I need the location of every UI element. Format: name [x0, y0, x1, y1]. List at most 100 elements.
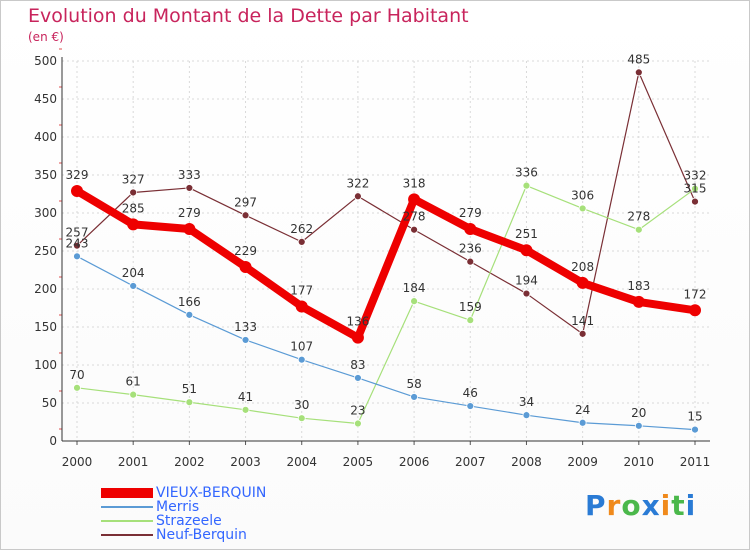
data-label: 20 — [631, 406, 646, 420]
logo-letter: i — [685, 489, 697, 522]
data-label: 70 — [69, 368, 84, 382]
data-point — [129, 188, 138, 197]
series-neuf-berquin — [73, 68, 699, 338]
data-label: 485 — [627, 52, 650, 66]
series-vieux-berquin — [71, 184, 701, 344]
data-point — [241, 405, 250, 414]
series-line — [76, 185, 696, 425]
data-label: 184 — [403, 281, 426, 295]
data-label: 257 — [66, 226, 89, 240]
logo-letter: x — [641, 489, 661, 522]
data-label: 30 — [294, 398, 309, 412]
data-point — [578, 418, 587, 427]
data-point — [241, 211, 250, 220]
data-point — [71, 184, 83, 197]
data-point — [578, 204, 587, 213]
data-label: 194 — [515, 274, 538, 288]
data-label: 46 — [463, 386, 478, 400]
data-point — [691, 197, 699, 206]
y-tick-label: 500 — [34, 54, 57, 68]
legend-label: VIEUX-BERQUIN — [156, 485, 267, 501]
data-label: 208 — [571, 260, 594, 274]
data-label: 306 — [571, 188, 594, 202]
data-point — [241, 336, 250, 344]
data-point — [466, 316, 475, 325]
data-point — [410, 393, 418, 401]
data-label: 141 — [571, 314, 594, 328]
data-point — [297, 414, 306, 423]
series-line — [76, 71, 696, 335]
y-tick-label: 100 — [34, 358, 57, 372]
data-label: 279 — [459, 206, 482, 220]
data-label: 229 — [234, 244, 257, 258]
chart-title: Evolution du Montant de la Dette par Hab… — [28, 5, 469, 27]
data-point — [185, 398, 194, 407]
data-point — [129, 282, 138, 290]
data-point — [354, 374, 362, 382]
data-label: 61 — [126, 375, 141, 389]
data-point — [522, 181, 531, 190]
x-tick-label: 2007 — [455, 455, 486, 469]
series-strazeele — [73, 181, 699, 428]
data-label: 136 — [346, 315, 369, 329]
data-label: 15 — [687, 410, 702, 424]
y-tick-label: 150 — [34, 320, 57, 334]
legend-label: Merris — [156, 499, 200, 515]
x-tick-label: 2010 — [624, 455, 655, 469]
x-tick-label: 2000 — [62, 455, 93, 469]
legend-swatch — [101, 534, 153, 536]
data-label: 236 — [459, 242, 482, 256]
data-point — [634, 68, 643, 77]
data-label: 262 — [290, 222, 313, 236]
series — [71, 68, 701, 434]
logo-letter: t — [671, 489, 686, 522]
data-label: 41 — [238, 390, 253, 404]
data-label: 327 — [122, 172, 145, 186]
data-point — [634, 225, 643, 234]
logo-letter: i — [660, 489, 672, 522]
data-point — [691, 184, 699, 193]
legend-swatch — [101, 488, 153, 498]
data-point — [185, 310, 194, 319]
data-point — [354, 419, 362, 428]
legend-swatch — [101, 506, 153, 508]
axes: 0 50 100 150 200 250 300 350 400 450 500 2000 2001 20… — [34, 48, 710, 469]
data-point — [578, 329, 587, 338]
data-point — [466, 402, 475, 410]
x-tick-label: 2008 — [511, 455, 542, 469]
data-point — [691, 425, 699, 434]
data-point — [351, 331, 364, 344]
data-label: 58 — [406, 377, 421, 391]
data-label: 297 — [234, 195, 257, 209]
data-point — [354, 192, 362, 201]
x-tick-label: 2002 — [174, 455, 205, 469]
data-label: 83 — [350, 358, 365, 372]
legend-label: Neuf-Berquin — [156, 527, 247, 543]
proxiti-logo: Proxiti — [585, 489, 696, 522]
x-tick-label: 2004 — [286, 455, 317, 469]
data-label: 322 — [346, 176, 369, 190]
data-label: 332 — [684, 169, 707, 183]
data-point — [689, 304, 701, 317]
data-label: 278 — [403, 210, 426, 224]
y-tick-label: 200 — [34, 282, 57, 296]
data-label: 315 — [684, 182, 707, 196]
data-point — [576, 276, 589, 289]
data-point — [522, 289, 531, 298]
data-label: 23 — [350, 404, 365, 418]
data-point — [73, 383, 81, 392]
data-label: 133 — [234, 320, 257, 334]
y-tick-label: 450 — [34, 92, 57, 106]
data-label: 243 — [66, 236, 89, 250]
data-label: 107 — [290, 340, 313, 354]
data-label: 177 — [290, 283, 313, 297]
data-point — [239, 260, 252, 273]
data-point — [129, 390, 138, 399]
legend-swatch — [101, 520, 153, 522]
data-label: 204 — [122, 266, 145, 280]
data-point — [466, 257, 475, 266]
data-point — [410, 297, 418, 306]
data-point — [520, 244, 533, 257]
